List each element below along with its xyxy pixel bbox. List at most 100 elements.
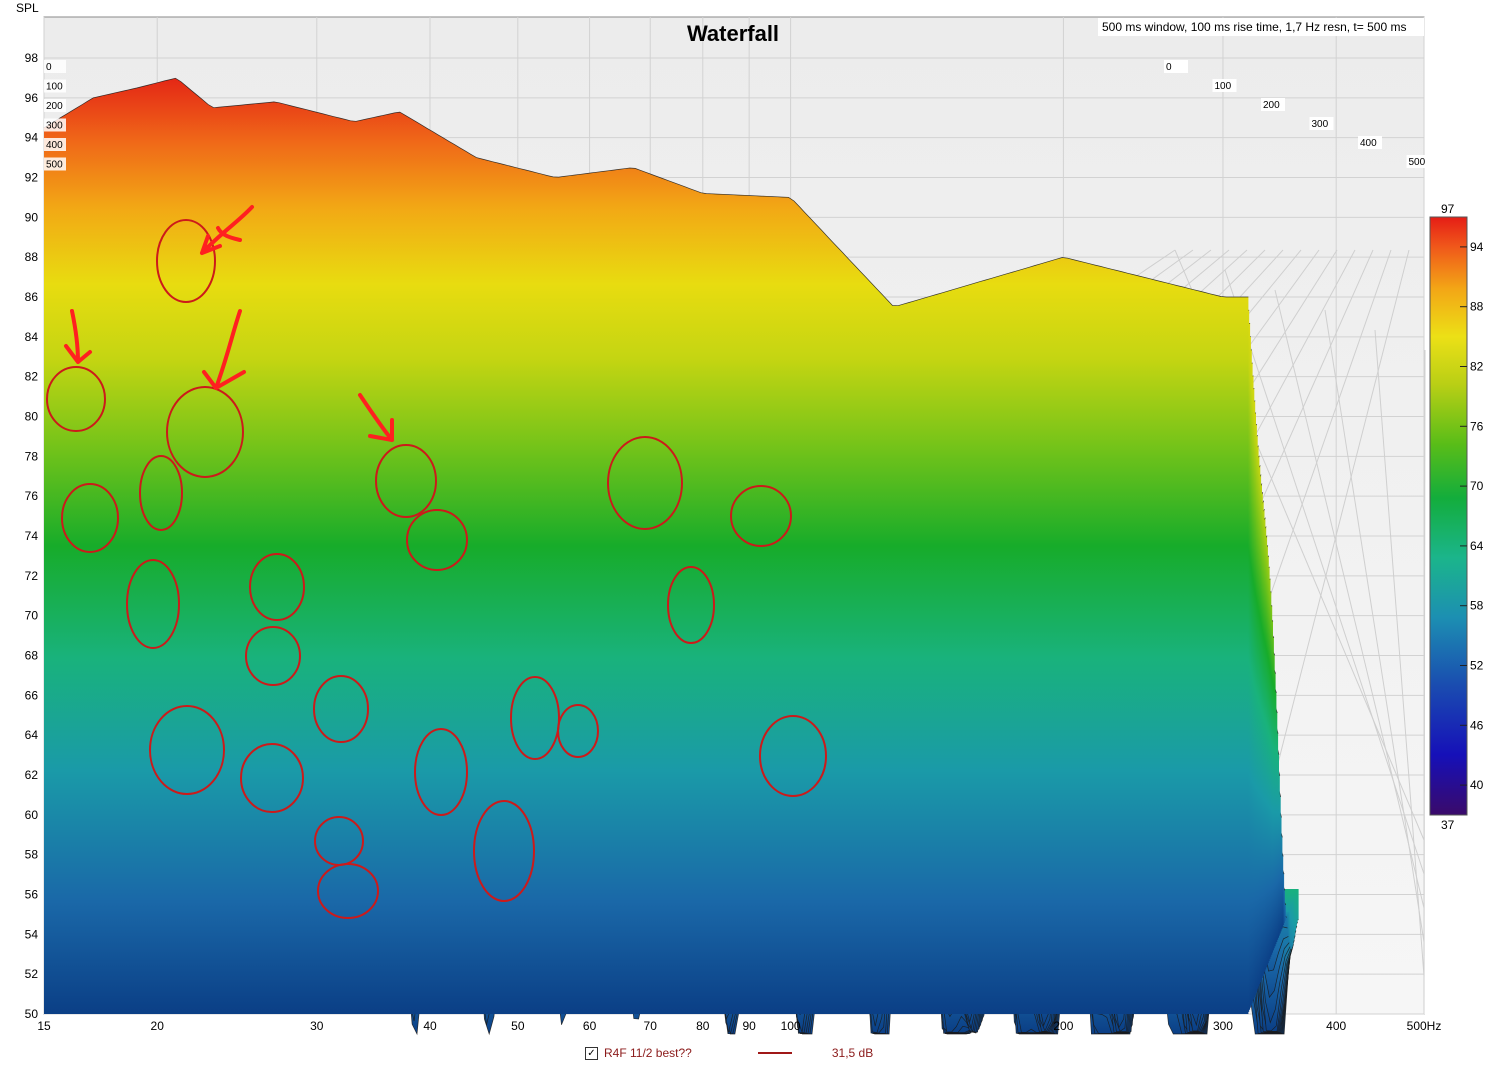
annotation-circle bbox=[126, 559, 180, 649]
x-tick-label: 60 bbox=[583, 1019, 597, 1033]
colorbar-ticks: 94 88 82 76 70 64 58 52 46 40 bbox=[1460, 240, 1484, 792]
x-tick-label: 400 bbox=[1326, 1019, 1346, 1033]
time-tick-right: 500 bbox=[1409, 157, 1426, 168]
annotation-circle bbox=[406, 509, 468, 571]
legend-checkbox[interactable]: ✓ bbox=[585, 1046, 598, 1060]
annotation-circle bbox=[510, 676, 560, 760]
y-tick-label: 56 bbox=[25, 888, 39, 902]
colorbar-tick-label: 82 bbox=[1470, 360, 1484, 374]
annotation-circle bbox=[414, 728, 468, 816]
y-tick-label: 50 bbox=[25, 1007, 39, 1021]
x-tick-label: 15 bbox=[37, 1019, 51, 1033]
annotation-arrow bbox=[358, 393, 394, 442]
annotations bbox=[46, 205, 827, 919]
x-tick-label: 40 bbox=[423, 1019, 437, 1033]
floor-line bbox=[1224, 269, 1425, 875]
y-tick-label: 88 bbox=[25, 250, 39, 264]
annotation-circle bbox=[166, 386, 244, 478]
annotation-circle bbox=[730, 485, 792, 547]
waterfall-slice-outline bbox=[43, 77, 1249, 307]
time-tick-left: 0 bbox=[46, 62, 52, 73]
colorbar-min: 37 bbox=[1441, 818, 1455, 832]
y-tick-label: 58 bbox=[25, 848, 39, 862]
annotation-circle bbox=[667, 566, 715, 644]
annotation-circle bbox=[61, 483, 119, 553]
annotation-circle bbox=[317, 863, 379, 919]
time-tick-left: 200 bbox=[46, 101, 63, 112]
colorbar-tick-label: 40 bbox=[1470, 778, 1484, 792]
annotation-arrow bbox=[202, 309, 246, 390]
time-tick-right: 300 bbox=[1312, 119, 1329, 130]
y-tick-label: 70 bbox=[25, 609, 39, 623]
time-tick-right-bg bbox=[1164, 60, 1188, 73]
y-tick-label: 74 bbox=[25, 529, 39, 543]
time-tick-bg bbox=[44, 60, 66, 73]
colorbar-tick-label: 46 bbox=[1470, 718, 1484, 732]
annotation-circle bbox=[245, 626, 301, 686]
colorbar-tick-label: 64 bbox=[1470, 539, 1484, 553]
y-tick-label: 76 bbox=[25, 489, 39, 503]
colorbar-max: 97 bbox=[1441, 202, 1455, 216]
colorbar-tick-label: 76 bbox=[1470, 419, 1484, 433]
legend-line-swatch bbox=[757, 1052, 792, 1054]
floor-line bbox=[1324, 309, 1425, 943]
floor-line bbox=[1374, 329, 1425, 977]
annotation-circle bbox=[759, 715, 827, 797]
y-axis-label: SPL bbox=[16, 1, 39, 15]
x-tick-label: 500Hz bbox=[1407, 1019, 1442, 1033]
time-tick-right-bg bbox=[1406, 155, 1431, 168]
y-tick-label: 66 bbox=[25, 688, 39, 702]
y-tick-label: 86 bbox=[25, 290, 39, 304]
annotation-circle bbox=[375, 444, 437, 518]
annotation-circle bbox=[46, 366, 106, 432]
x-tick-label: 200 bbox=[1053, 1019, 1073, 1033]
colorbar-tick-label: 58 bbox=[1470, 599, 1484, 613]
time-tick-left: 300 bbox=[46, 121, 63, 132]
annotation-circle bbox=[313, 675, 369, 743]
time-axis: 0 0 100 100 200 200 300 300 400 400 500 500 bbox=[44, 60, 1431, 171]
x-tick-label: 90 bbox=[742, 1019, 756, 1033]
y-tick-label: 82 bbox=[25, 370, 39, 384]
subtitle-box bbox=[1098, 18, 1424, 36]
chart-subtitle: 500 ms window, 100 ms rise time, 1,7 Hz … bbox=[1102, 20, 1406, 34]
x-tick-label: 30 bbox=[310, 1019, 324, 1033]
x-tick-label: 300 bbox=[1213, 1019, 1233, 1033]
annotation-circle bbox=[249, 553, 305, 621]
time-tick-right: 100 bbox=[1215, 81, 1232, 92]
y-tick-label: 68 bbox=[25, 649, 39, 663]
y-tick-label: 94 bbox=[25, 131, 39, 145]
colorbar-tick-label: 88 bbox=[1470, 300, 1484, 314]
time-tick-bg bbox=[44, 99, 66, 112]
time-tick-right-bg bbox=[1309, 117, 1334, 130]
time-tick-right: 400 bbox=[1360, 138, 1377, 149]
annotation-arrow bbox=[200, 205, 254, 255]
y-tick-label: 60 bbox=[25, 808, 39, 822]
floor-line bbox=[1274, 289, 1425, 909]
x-axis: 15 20 30 40 50 60 70 80 90 100 200 300 400 500Hz bbox=[37, 1019, 1441, 1033]
chart-title: Waterfall bbox=[687, 21, 779, 46]
x-tick-label: 100 bbox=[781, 1019, 801, 1033]
y-tick-label: 98 bbox=[25, 51, 39, 65]
annotation-circle bbox=[473, 800, 535, 902]
colorbar-gradient bbox=[1429, 216, 1468, 816]
y-tick-label: 78 bbox=[25, 449, 39, 463]
time-tick-left: 100 bbox=[46, 82, 63, 93]
annotation-circle bbox=[156, 219, 216, 303]
time-tick-right-bg bbox=[1212, 79, 1237, 92]
y-tick-label: 54 bbox=[25, 927, 39, 941]
y-tick-label: 72 bbox=[25, 569, 39, 583]
colorbar-tick-label: 94 bbox=[1470, 240, 1484, 254]
time-tick-right: 0 bbox=[1166, 62, 1172, 73]
legend-series-value: 31,5 dB bbox=[831, 1046, 874, 1060]
x-tick-label: 70 bbox=[644, 1019, 658, 1033]
legend-series-label: R4F 11/2 best?? bbox=[604, 1046, 692, 1060]
time-tick-bg bbox=[44, 157, 66, 171]
time-tick-right: 200 bbox=[1263, 100, 1280, 111]
x-tick-label: 80 bbox=[696, 1019, 710, 1033]
annotation-circle bbox=[240, 743, 304, 813]
y-tick-label: 96 bbox=[25, 91, 39, 105]
y-tick-label: 90 bbox=[25, 210, 39, 224]
y-tick-label: 52 bbox=[25, 967, 39, 981]
annotation-circle bbox=[607, 436, 683, 530]
